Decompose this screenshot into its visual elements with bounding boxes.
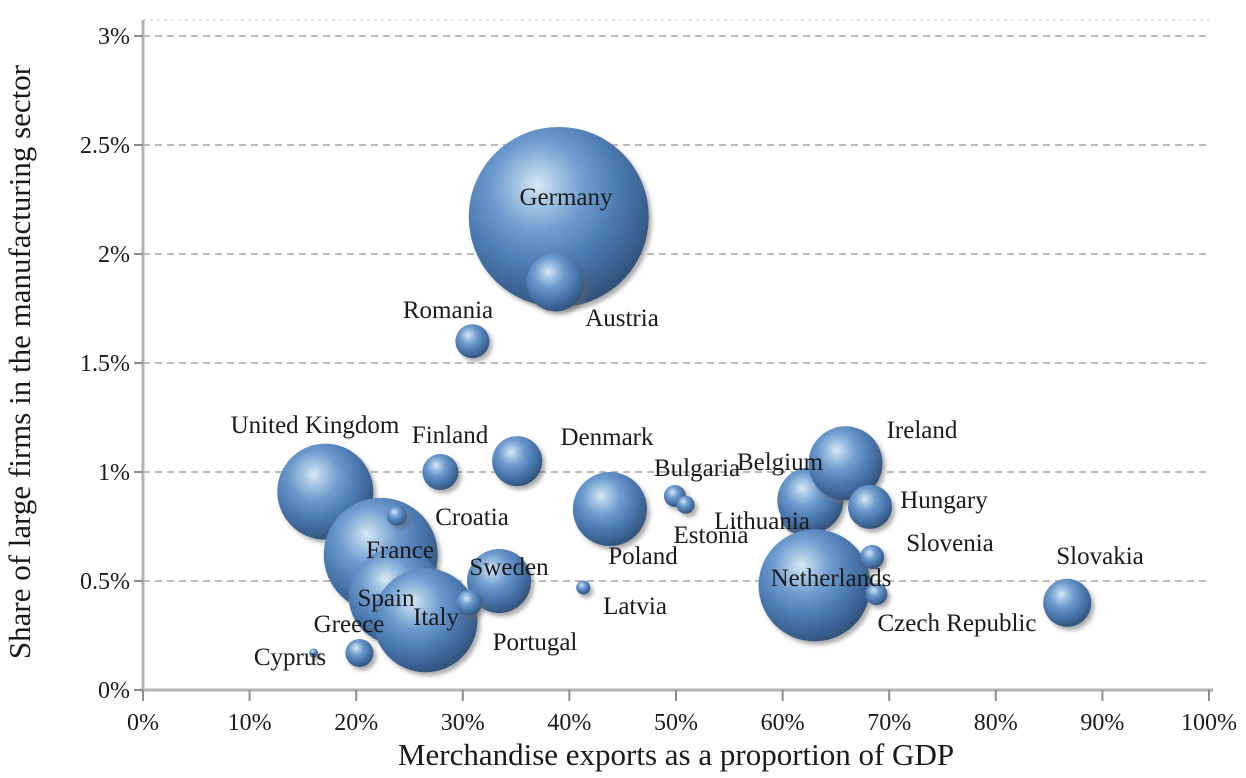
bubble-croatia [386,505,407,526]
x-tick-label-30%: 30% [441,710,485,736]
country-label-belgium: Belgium [737,449,824,476]
y-tick-label-2.5%: 2.5% [80,133,130,159]
x-tick-label-90%: 90% [1080,710,1124,736]
bubble-greece [345,638,374,667]
country-label-portugal: Portugal [493,629,578,656]
x-tick-label-100%: 100% [1181,710,1237,736]
x-tick-label-50%: 50% [654,710,698,736]
country-label-lithuania: Lithuania [714,508,810,535]
country-label-denmark: Denmark [560,424,654,451]
y-tick-label-1.5%: 1.5% [80,351,130,377]
bubble-austria [526,253,585,312]
y-tick-label-0.5%: 0.5% [80,569,130,595]
bubble-slovakia [1043,578,1092,627]
x-tick-label-10%: 10% [228,710,272,736]
country-label-greece: Greece [314,611,385,638]
bubble-ireland [808,426,883,501]
country-label-italy: Italy [413,604,459,631]
country-label-spain: Spain [358,585,415,612]
x-tick-label-80%: 80% [974,710,1018,736]
y-axis-tick-labels: 0% 0.5% 1% 1.5% 2% 2.5% 3% [80,24,130,704]
y-tick-label-1%: 1% [98,460,130,486]
bubble-netherlands [758,529,871,642]
x-tick-label-40%: 40% [547,710,591,736]
x-tick-label-70%: 70% [867,710,911,736]
country-label-ireland: Ireland [887,417,958,444]
country-label-croatia: Croatia [435,504,509,531]
country-label-hungary: Hungary [900,487,988,514]
country-label-austria: Austria [585,305,659,332]
bubble-slovenia [860,545,885,570]
country-label-poland: Poland [608,543,678,570]
x-tick-label-20%: 20% [334,710,378,736]
bubble-hungary [848,484,893,529]
bubble-italy [373,568,478,673]
country-label-bulgaria: Bulgaria [654,455,740,482]
bubble-portugal [456,589,483,616]
x-axis-tick-labels: 0% 10% 20% 30% 40% 50% 60% 70% 80% 90% 100% [127,710,1237,736]
country-label-germany: Germany [519,184,613,211]
x-tick-label-60%: 60% [761,710,805,736]
country-label-slovakia: Slovakia [1056,543,1144,570]
bubble-finland [422,454,459,490]
gridlines [143,19,1209,582]
y-tick-label-2%: 2% [98,242,130,268]
country-label-czech-republic: Czech Republic [878,610,1037,637]
country-label-romania: Romania [403,297,493,324]
country-label-finland: Finland [412,422,489,449]
country-label-france: France [366,537,434,564]
axes [134,20,1213,701]
country-label-united-kingdom: United Kingdom [231,412,400,439]
country-label-estonia: Estonia [674,522,749,549]
x-tick-label-0%: 0% [127,710,159,736]
x-axis-title: Merchandise exports as a proportion of G… [398,737,954,772]
country-label-sweden: Sweden [469,554,549,581]
bubble-latvia [576,580,591,595]
bubble-germany [468,126,649,307]
country-label-netherlands: Netherlands [771,565,892,592]
country-label-slovenia: Slovenia [906,530,994,557]
bubble-denmark [492,436,543,487]
country-label-latvia: Latvia [603,593,667,620]
bubble-sweden [467,549,532,613]
bubble-romania [455,324,490,359]
bubble-poland [572,472,647,547]
bubble-estonia [676,495,695,514]
y-tick-label-0%: 0% [98,678,130,704]
bubble-cyprus [309,648,319,658]
bubbles-layer [277,126,1092,673]
bubble-czech-republic [865,583,888,606]
country-label-cyprus: Cyprus [254,644,326,671]
y-axis-title: Share of large firms in the manufacturin… [2,64,37,659]
y-tick-label-3%: 3% [98,24,130,50]
